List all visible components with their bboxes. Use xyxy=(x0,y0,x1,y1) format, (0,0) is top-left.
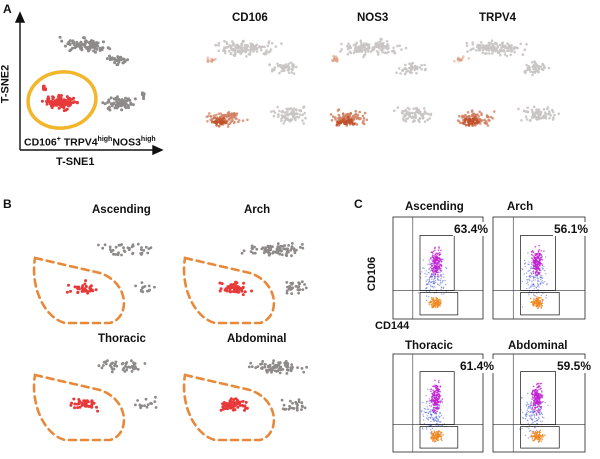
panel-c-letter: C xyxy=(354,197,363,211)
flow-title-thoracic: Thoracic xyxy=(405,340,453,352)
tsne-nos3-plot xyxy=(329,37,433,127)
subset-label: CD106+ TRPV4highNOS3high xyxy=(24,136,156,149)
cd144-axis-label: CD144 xyxy=(375,320,410,332)
panel-b-letter: B xyxy=(3,197,12,211)
flow-title-arch: Arch xyxy=(507,201,534,213)
tsne2-axis-label: T-SNE2 xyxy=(0,64,12,104)
flow-percent-arch: 56.1% xyxy=(553,222,590,236)
tsne-thoracic-plot xyxy=(32,359,158,442)
segment-title-ascending: Ascending xyxy=(92,204,151,216)
marker-title-trpv4: TRPV4 xyxy=(479,12,517,24)
tsne-arch-plot xyxy=(182,242,308,325)
tsne-trpv4-plot xyxy=(453,39,561,127)
panel-a-axes xyxy=(14,11,164,156)
segment-title-arch: Arch xyxy=(244,204,271,216)
flow-ascending-plot xyxy=(392,216,484,320)
flow-percent-ascending: 63.4% xyxy=(453,222,490,236)
flow-percent-abdominal: 59.5% xyxy=(556,359,593,373)
marker-title-nos3: NOS3 xyxy=(357,12,389,24)
marker-title-cd106: CD106 xyxy=(232,12,268,24)
flow-title-ascending: Ascending xyxy=(405,201,464,213)
subset-highlight-ring xyxy=(26,70,98,130)
flow-percent-thoracic: 61.4% xyxy=(459,359,496,373)
panel-a-tsne-main xyxy=(40,35,146,113)
tsne1-axis-label: T-SNE1 xyxy=(56,156,95,168)
tsne-abdominal-plot xyxy=(182,359,308,442)
panel-a-letter: A xyxy=(3,2,12,16)
segment-title-thoracic: Thoracic xyxy=(98,333,146,345)
flow-title-abdominal: Abdominal xyxy=(508,340,568,352)
segment-title-abdominal: Abdominal xyxy=(227,333,287,345)
tsne-ascending-plot xyxy=(32,242,156,325)
tsne-cd106-plot xyxy=(205,39,307,128)
cd106-axis-label: CD106 xyxy=(366,256,379,292)
